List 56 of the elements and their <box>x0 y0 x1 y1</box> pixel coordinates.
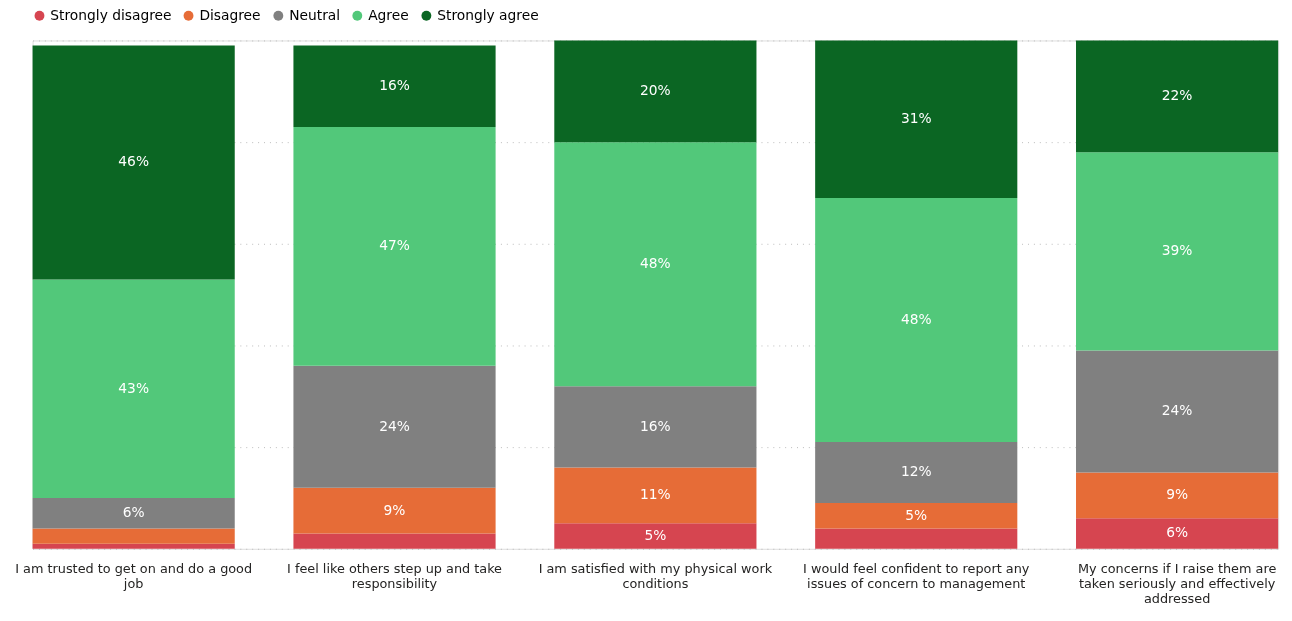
data-label: 16% <box>640 417 671 434</box>
data-label: 22% <box>1161 87 1193 104</box>
data-label: 20% <box>640 82 671 99</box>
data-label: 9% <box>383 501 406 518</box>
bar <box>1076 518 1279 549</box>
bar <box>554 386 757 468</box>
data-label: 11% <box>640 486 671 503</box>
data-label: 39% <box>1161 242 1193 259</box>
data-label: 47% <box>379 237 410 254</box>
bar <box>293 126 496 366</box>
data-label: 12% <box>900 463 932 480</box>
bar <box>293 487 496 534</box>
bar <box>1076 472 1279 519</box>
bar <box>293 45 496 127</box>
data-label: 6% <box>1166 524 1189 541</box>
legend-label: Strongly disagree <box>50 6 172 23</box>
legend-label: Neutral <box>289 6 341 23</box>
bar <box>32 45 235 280</box>
data-label: 5% <box>905 506 928 523</box>
bar <box>1076 40 1279 153</box>
x-tick-label: I feel like others step up and take responsibility <box>287 560 503 591</box>
bar <box>32 497 235 529</box>
bar <box>554 40 757 143</box>
bar <box>293 365 496 488</box>
legend-label: Agree <box>368 6 409 23</box>
data-label: 31% <box>900 110 932 127</box>
x-tick-label: I would feel confident to report any issues of concern to management <box>803 560 1030 591</box>
bar <box>32 279 235 498</box>
bar <box>554 142 757 387</box>
data-label: 46% <box>118 153 149 170</box>
legend-label: Strongly agree <box>437 6 539 23</box>
data-label: 9% <box>1166 486 1189 503</box>
x-tick-label: I am satisfied with my physical work conditions <box>538 560 773 591</box>
data-label: 24% <box>379 417 410 434</box>
bar <box>554 523 757 549</box>
data-label: 6% <box>122 504 145 521</box>
bar <box>554 467 757 524</box>
bar <box>815 40 1018 199</box>
data-label: 48% <box>900 310 932 327</box>
legend-label: Disagree <box>199 6 261 23</box>
data-label: 43% <box>118 379 149 396</box>
data-label: 16% <box>379 77 410 94</box>
bar <box>1076 350 1279 473</box>
bar <box>32 543 235 549</box>
data-label: 48% <box>640 255 671 272</box>
bar <box>1076 152 1279 351</box>
x-tick-label: My concerns if I raise them are taken seriously and effectively addressed <box>1077 560 1277 606</box>
x-tick-label: I am trusted to get on and do a good job <box>15 560 253 591</box>
data-label: 5% <box>644 527 667 544</box>
bar <box>815 442 1018 504</box>
bar <box>293 533 496 549</box>
bar <box>32 528 235 544</box>
data-label: 24% <box>1161 402 1193 419</box>
bar <box>815 528 1018 549</box>
bar <box>815 198 1018 443</box>
bar <box>815 503 1018 529</box>
